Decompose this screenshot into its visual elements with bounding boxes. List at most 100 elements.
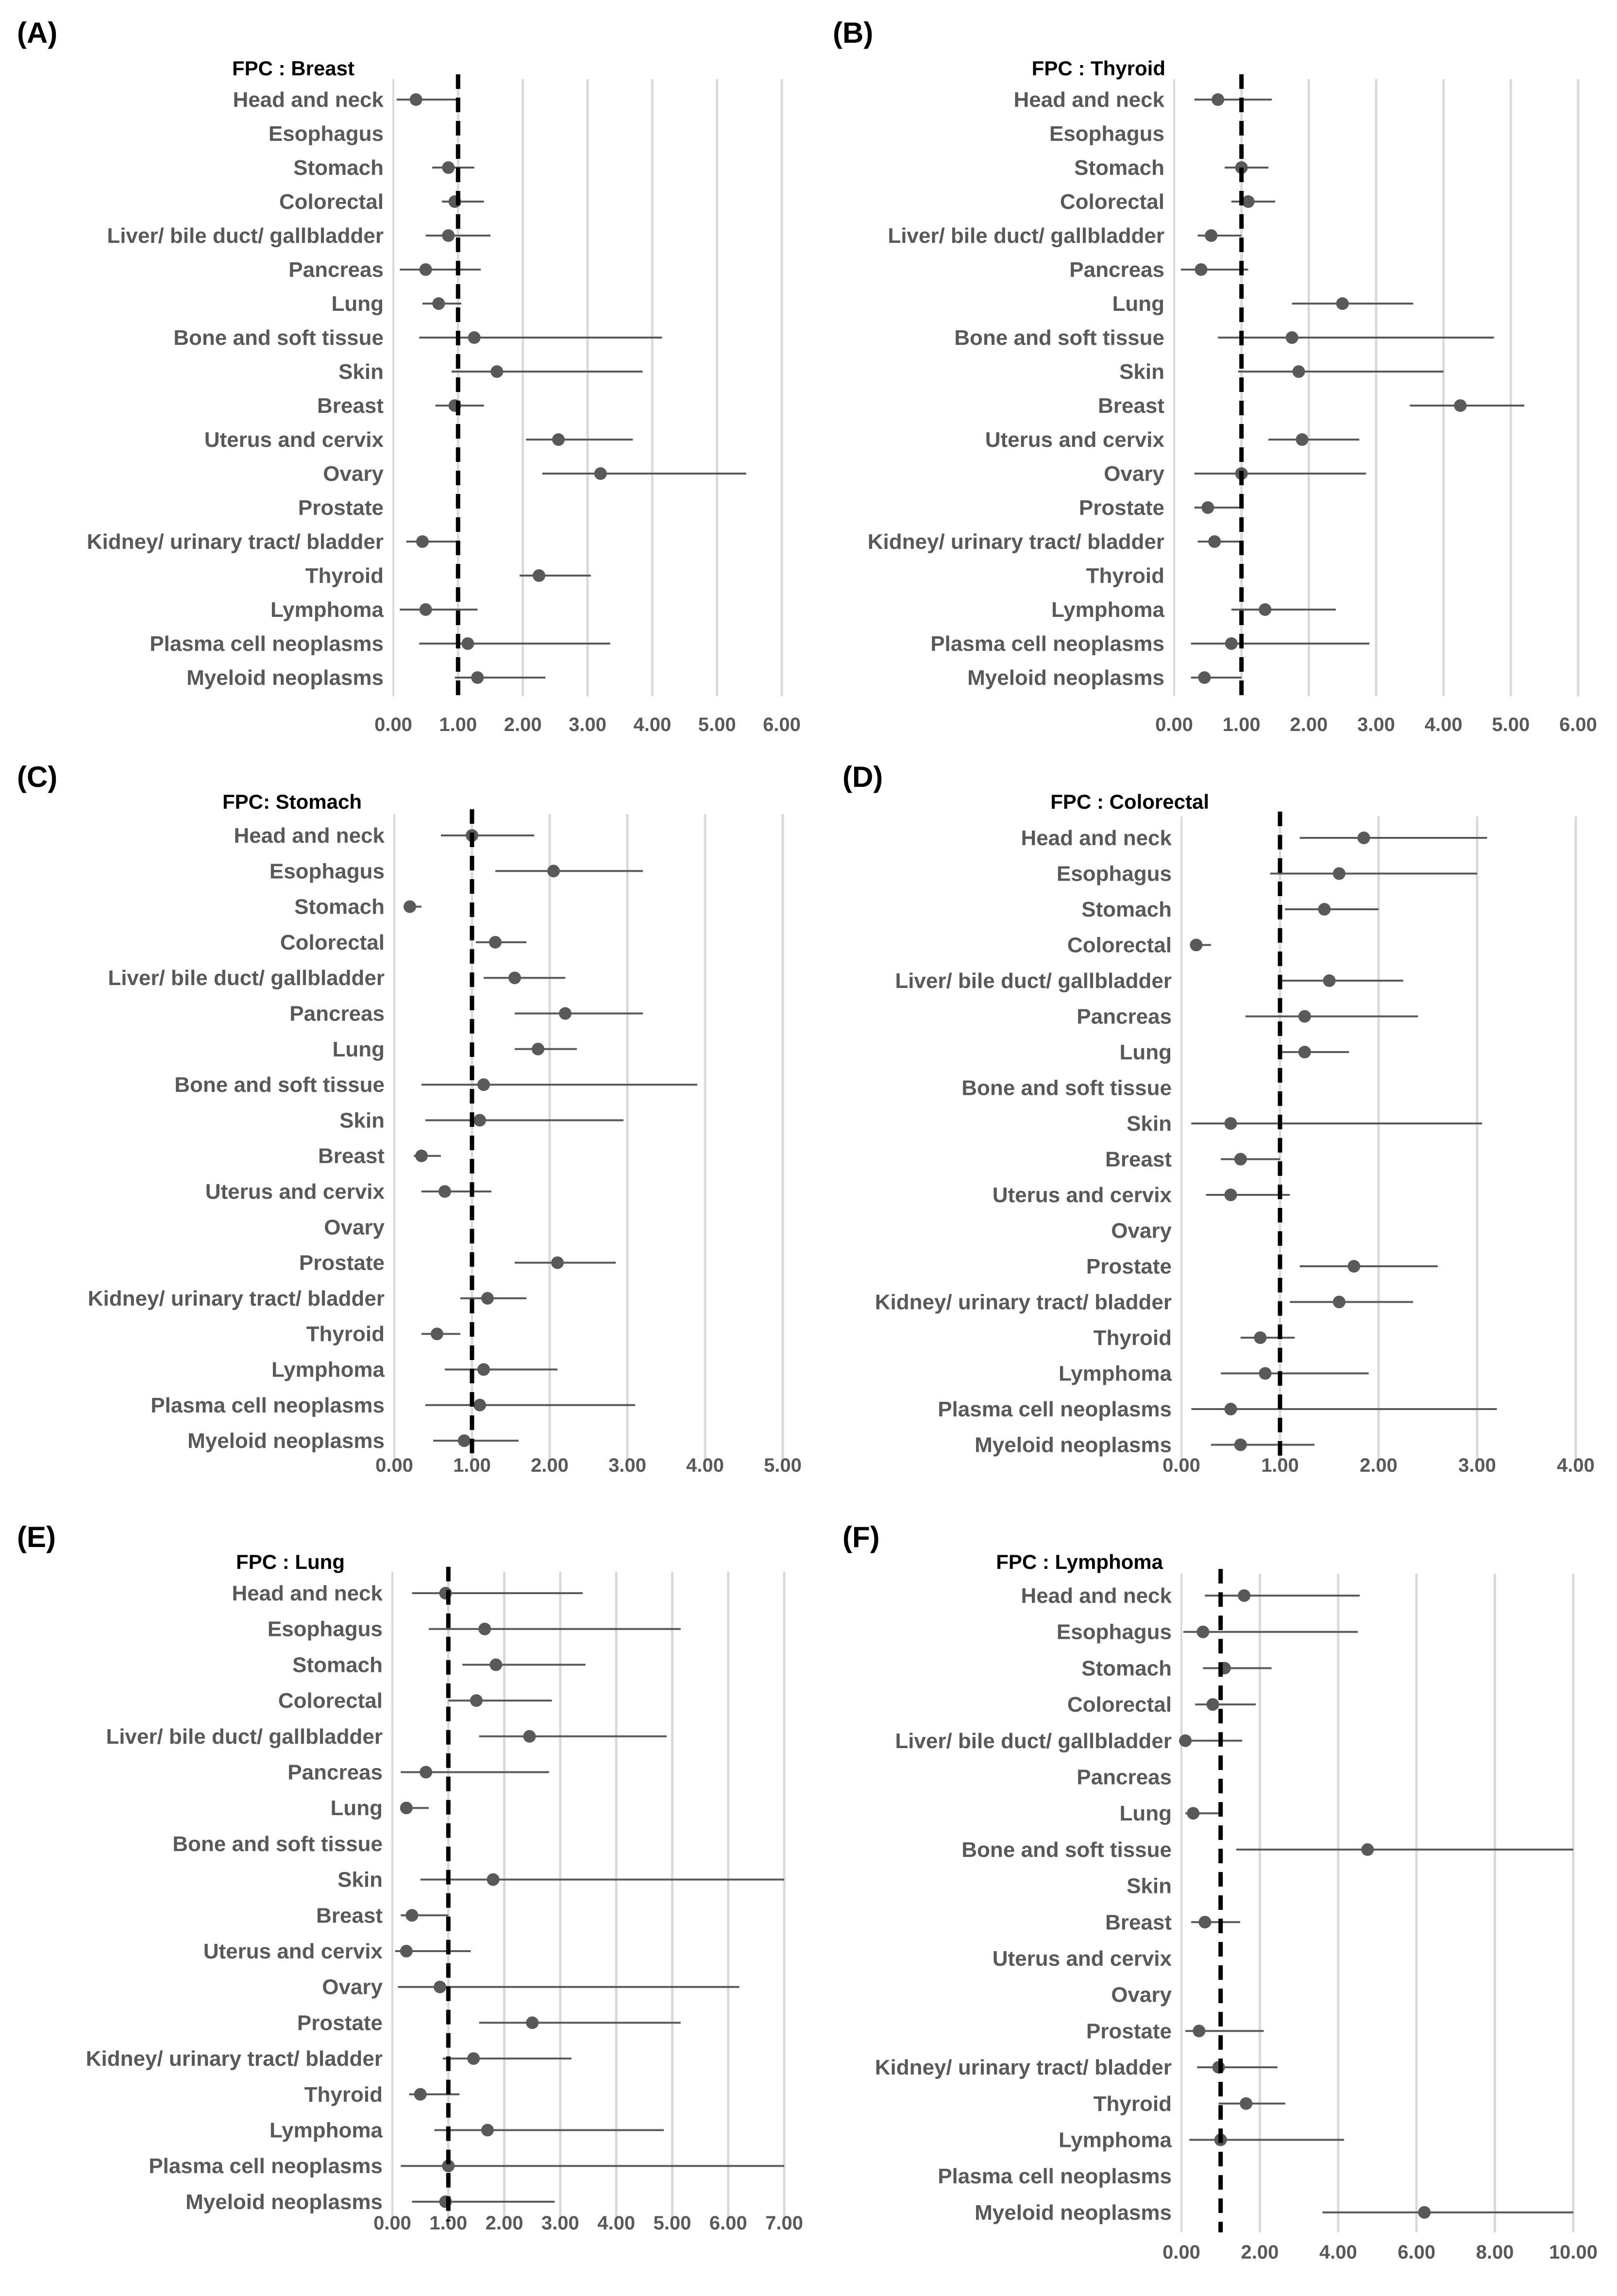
x-tick-label: 2.00: [1360, 1455, 1398, 1476]
estimate-point-myeloid-neoplasms: [1198, 671, 1211, 684]
category-label-breast: Breast: [318, 1144, 385, 1168]
category-label-skin: Skin: [338, 360, 384, 384]
category-label-colorectal: Colorectal: [280, 931, 385, 954]
category-label-lung: Lung: [332, 1037, 385, 1061]
category-label-plasma-cell-neoplasms: Plasma cell neoplasms: [149, 2154, 383, 2178]
estimate-point-uterus-and-cervix: [438, 1185, 451, 1198]
panel-title: FPC : Thyroid: [1032, 57, 1165, 80]
estimate-point-thyroid: [533, 569, 545, 582]
category-label-pancreas: Pancreas: [1077, 1005, 1172, 1029]
x-tick-label: 3.00: [608, 1455, 646, 1476]
estimate-point-breast: [405, 1909, 419, 1922]
category-label-colorectal: Colorectal: [1067, 934, 1172, 957]
estimate-point-lung: [1187, 1807, 1200, 1820]
category-label-liver-bile-duct-gallbladder: Liver/ bile duct/ gallbladder: [895, 969, 1172, 993]
x-tick-label: 6.00: [763, 714, 801, 735]
estimate-point-head-and-neck: [1238, 1589, 1251, 1602]
x-tick-label: 6.00: [709, 2212, 747, 2234]
x-tick-label: 3.00: [1458, 1455, 1496, 1476]
category-label-stomach: Stomach: [1081, 1656, 1172, 1680]
category-label-kidney-urinary-tract-bladder: Kidney/ urinary tract/ bladder: [875, 2056, 1172, 2079]
category-label-liver-bile-duct-gallbladder: Liver/ bile duct/ gallbladder: [108, 966, 385, 990]
x-tick-label: 1.00: [1223, 714, 1261, 735]
estimate-point-prostate: [1193, 2024, 1206, 2038]
category-label-skin: Skin: [1127, 1112, 1172, 1136]
category-label-plasma-cell-neoplasms: Plasma cell neoplasms: [938, 1397, 1172, 1421]
x-tick-label: 3.00: [541, 2212, 579, 2234]
estimate-point-kidney-urinary-tract-bladder: [1208, 535, 1221, 548]
category-label-bone-and-soft-tissue: Bone and soft tissue: [173, 326, 384, 350]
panel-title: FPC: Stomach: [222, 790, 362, 813]
estimate-point-colorectal: [1190, 938, 1203, 952]
panel-letter: (A): [17, 17, 57, 49]
category-label-lung: Lung: [331, 292, 384, 316]
category-label-uterus-and-cervix: Uterus and cervix: [205, 1180, 385, 1204]
category-label-prostate: Prostate: [1086, 2019, 1172, 2043]
estimate-point-liver-bile-duct-gallbladder: [1179, 1734, 1192, 1747]
x-tick-label: 0.00: [375, 1455, 413, 1476]
x-tick-label: 3.00: [1357, 714, 1395, 735]
estimate-point-myeloid-neoplasms: [1234, 1438, 1247, 1451]
category-label-prostate: Prostate: [299, 1251, 385, 1275]
category-label-myeloid-neoplasms: Myeloid neoplasms: [975, 2201, 1172, 2225]
x-tick-label: 4.00: [633, 714, 671, 735]
category-label-bone-and-soft-tissue: Bone and soft tissue: [961, 1076, 1172, 1100]
category-label-uterus-and-cervix: Uterus and cervix: [203, 1939, 383, 1963]
estimate-point-ovary: [594, 467, 607, 480]
x-tick-label: 2.00: [1241, 2242, 1279, 2263]
x-tick-label: 2.00: [486, 2212, 523, 2234]
category-label-colorectal: Colorectal: [1060, 190, 1164, 214]
estimate-point-kidney-urinary-tract-bladder: [1332, 1295, 1346, 1309]
estimate-point-liver-bile-duct-gallbladder: [1205, 229, 1218, 242]
category-label-thyroid: Thyroid: [304, 2083, 383, 2107]
estimate-point-esophagus: [547, 865, 560, 878]
category-label-stomach: Stomach: [292, 1653, 383, 1677]
category-label-uterus-and-cervix: Uterus and cervix: [204, 428, 384, 452]
category-label-lymphoma: Lymphoma: [270, 2119, 383, 2143]
x-tick-label: 3.00: [569, 714, 606, 735]
category-label-esophagus: Esophagus: [1057, 1620, 1172, 1644]
x-tick-label: 1.00: [439, 714, 477, 735]
category-label-esophagus: Esophagus: [1049, 122, 1164, 146]
estimate-point-lymphoma: [481, 2124, 494, 2137]
estimate-point-prostate: [551, 1256, 564, 1269]
estimate-point-lung: [400, 1802, 413, 1815]
estimate-point-skin: [1224, 1117, 1237, 1130]
category-label-bone-and-soft-tissue: Bone and soft tissue: [174, 1073, 385, 1097]
panel-title: FPC : Lymphoma: [996, 1550, 1163, 1573]
category-label-uterus-and-cervix: Uterus and cervix: [993, 1947, 1172, 1971]
category-label-colorectal: Colorectal: [279, 190, 384, 214]
x-tick-label: 5.00: [653, 2212, 691, 2234]
estimate-point-lung: [432, 297, 445, 310]
estimate-point-liver-bile-duct-gallbladder: [508, 971, 521, 985]
x-tick-label: 0.00: [1155, 714, 1193, 735]
estimate-point-kidney-urinary-tract-bladder: [416, 535, 429, 548]
category-label-breast: Breast: [1105, 1148, 1172, 1172]
category-label-kidney-urinary-tract-bladder: Kidney/ urinary tract/ bladder: [868, 530, 1164, 554]
estimate-point-liver-bile-duct-gallbladder: [442, 229, 455, 242]
category-label-thyroid: Thyroid: [1094, 2092, 1172, 2116]
category-label-head-and-neck: Head and neck: [1021, 1584, 1172, 1608]
estimate-point-kidney-urinary-tract-bladder: [467, 2052, 480, 2065]
estimate-point-colorectal: [1242, 195, 1255, 208]
category-label-esophagus: Esophagus: [270, 859, 385, 883]
estimate-point-breast: [1454, 399, 1467, 412]
category-label-thyroid: Thyroid: [305, 564, 384, 588]
x-tick-label: 5.00: [1492, 714, 1530, 735]
estimate-point-breast: [1198, 1916, 1212, 1929]
estimate-point-pancreas: [559, 1007, 572, 1020]
category-label-uterus-and-cervix: Uterus and cervix: [993, 1183, 1172, 1207]
category-label-pancreas: Pancreas: [287, 1761, 383, 1785]
estimate-point-myeloid-neoplasms: [471, 671, 484, 684]
estimate-point-colorectal: [1206, 1698, 1219, 1711]
category-label-uterus-and-cervix: Uterus and cervix: [985, 428, 1165, 452]
estimate-point-skin: [473, 1114, 486, 1127]
category-label-head-and-neck: Head and neck: [1021, 826, 1172, 850]
x-tick-label: 4.00: [1425, 714, 1463, 735]
estimate-point-head-and-neck: [1212, 93, 1225, 106]
estimate-point-skin: [487, 1873, 500, 1886]
estimate-point-colorectal: [470, 1694, 483, 1707]
estimate-point-uterus-and-cervix: [1224, 1189, 1237, 1201]
forest-panel-b: (B) FPC : Thyroid 0.00 1.00 2.00 3.00 4.00 5.00…: [833, 17, 1597, 735]
